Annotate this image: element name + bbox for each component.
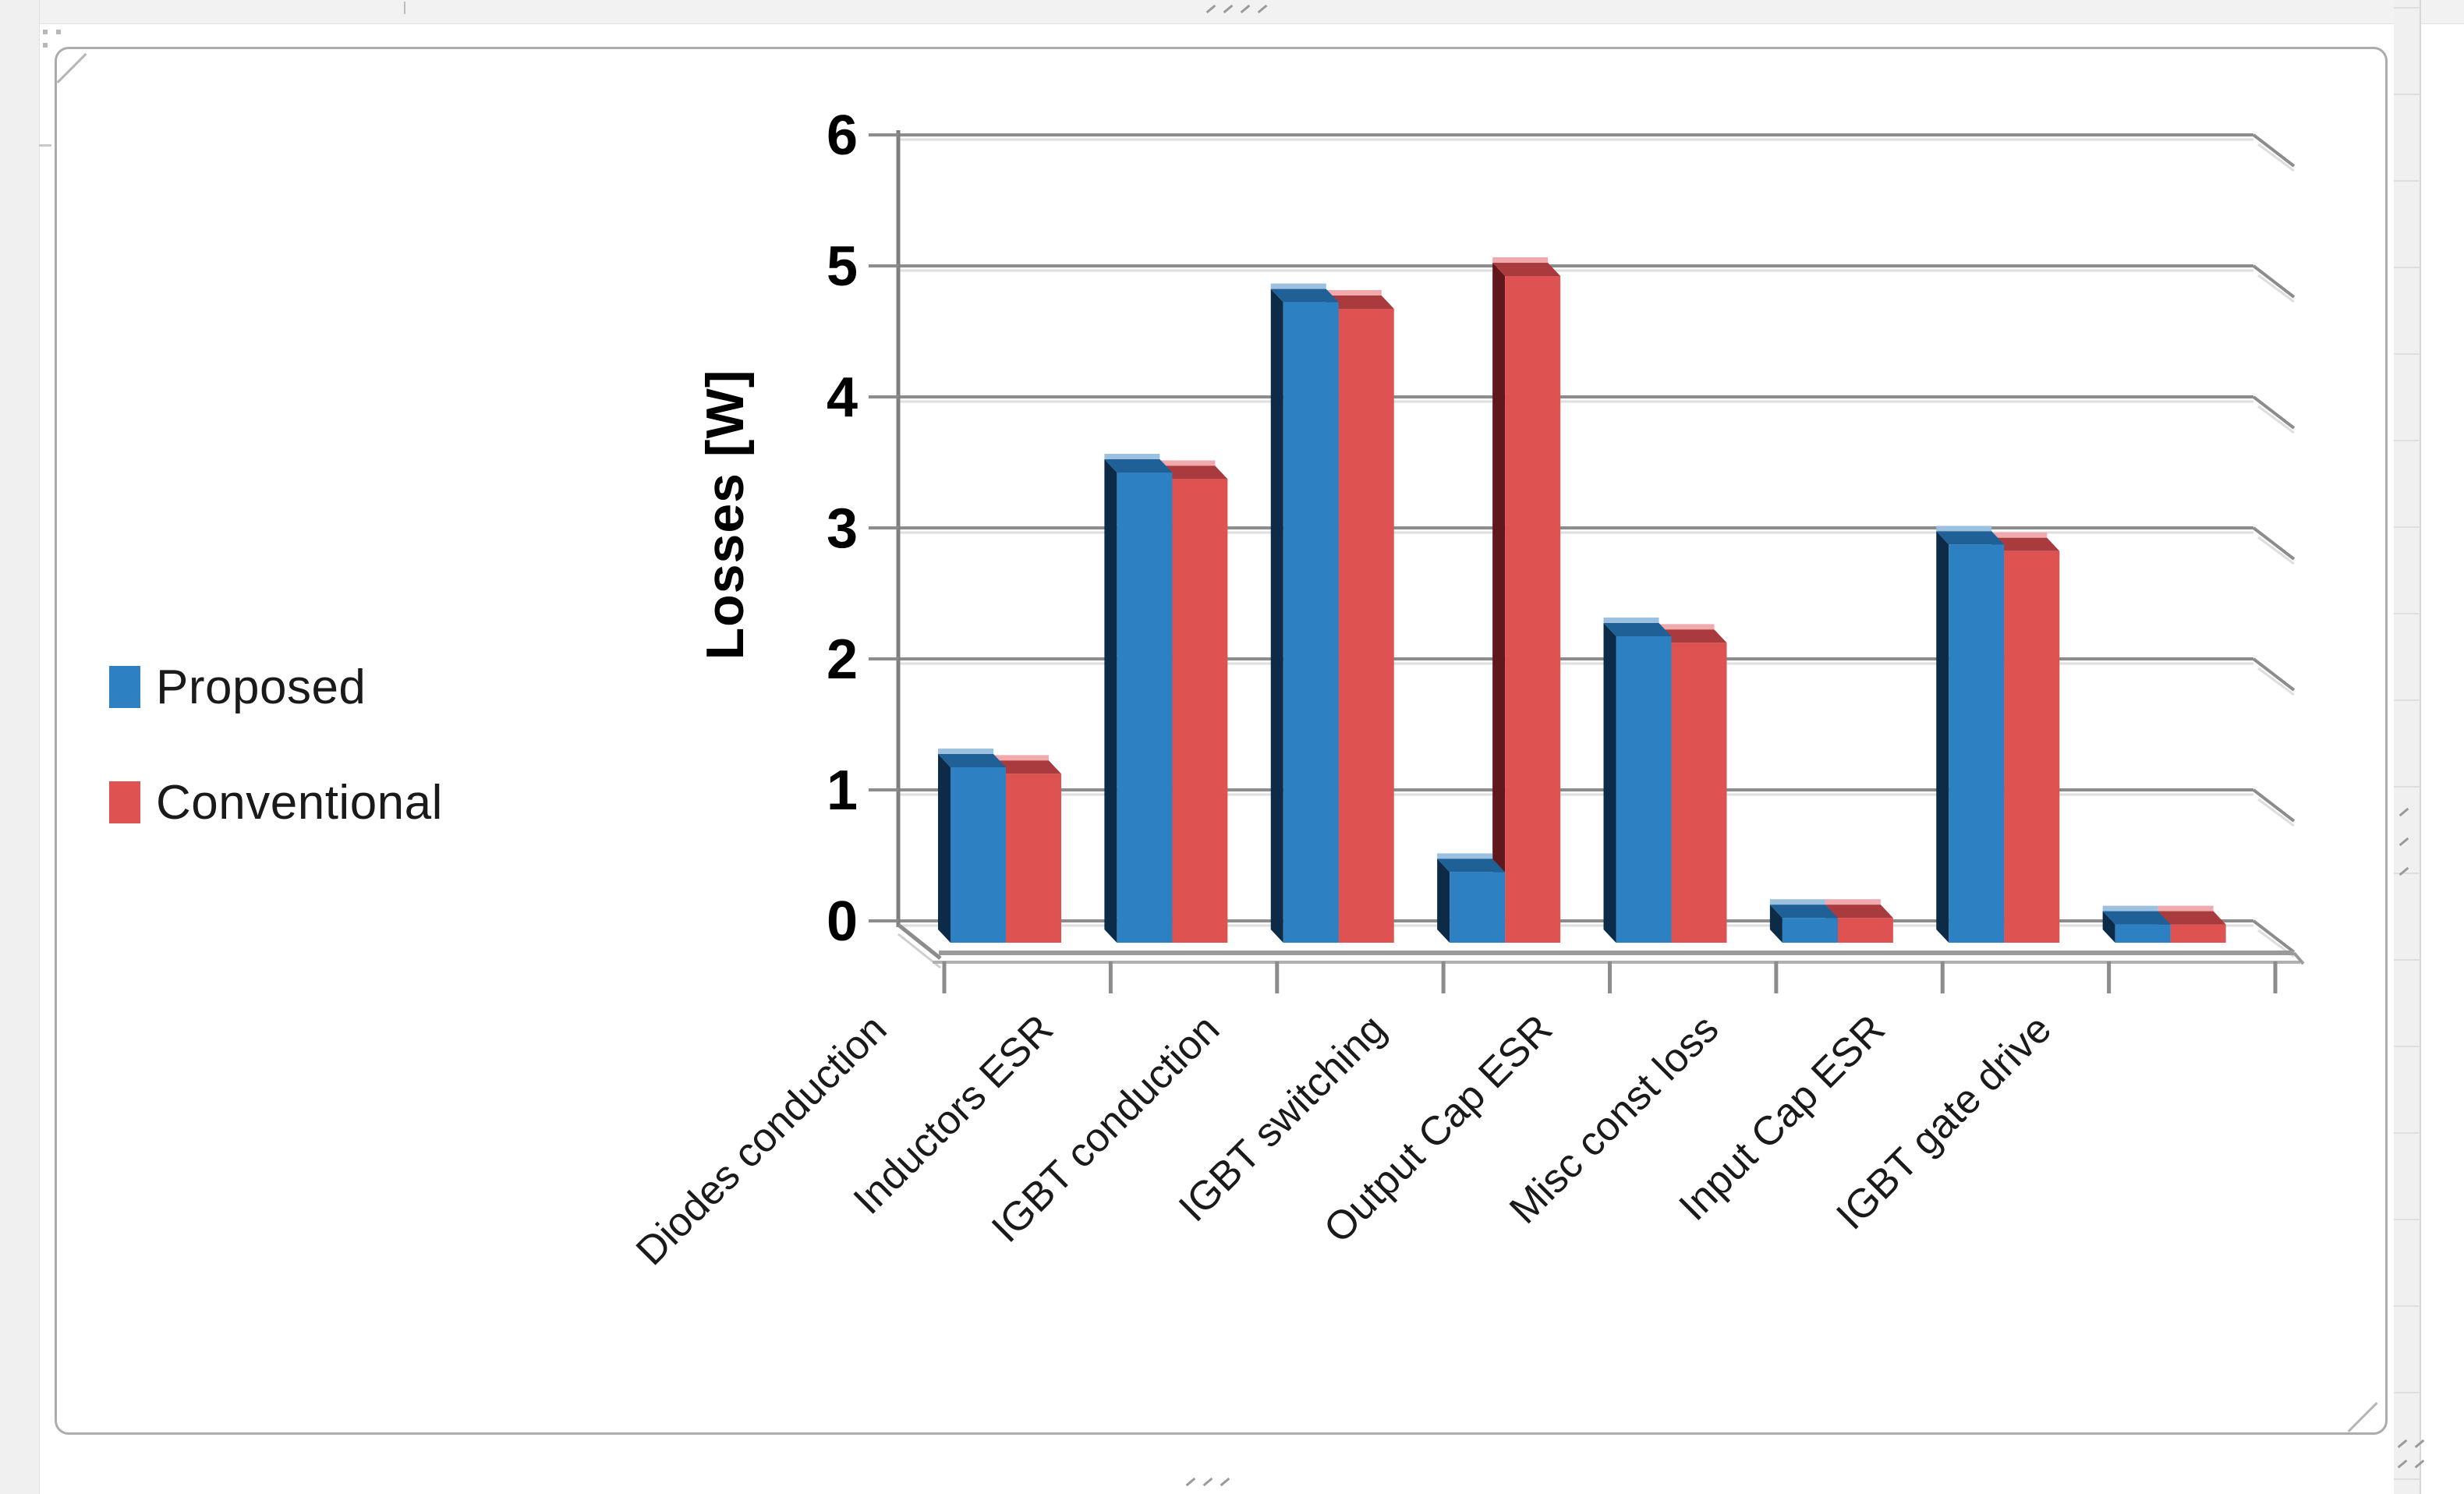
- legend-label-conventional: Conventional: [156, 775, 443, 830]
- sheet-row-line: [2394, 1046, 2420, 1047]
- bar-group-1[interactable]: [938, 749, 1061, 943]
- bar-proposed-5[interactable]: [1603, 618, 1672, 943]
- sheet-top-edge: [0, 0, 2464, 24]
- bar-proposed-6[interactable]: [1769, 899, 1838, 943]
- bars[interactable]: [938, 257, 2226, 943]
- sheet-row-line: [2394, 440, 2420, 441]
- sheet-row-line: [2394, 1478, 2420, 1480]
- sheet-row-line: [2394, 94, 2420, 95]
- sheet-row-line: [2394, 1132, 2420, 1134]
- bar-conventional-4[interactable]: [1492, 257, 1561, 943]
- sheet-row-line: [2394, 267, 2420, 268]
- y-tick-label: 5: [827, 235, 858, 298]
- legend-item-proposed[interactable]: Proposed: [109, 660, 443, 714]
- legend-swatch-proposed: [109, 666, 140, 708]
- bar-proposed-7[interactable]: [1936, 526, 2005, 943]
- y-tick-label: 6: [827, 104, 858, 167]
- bar-proposed-2[interactable]: [1104, 454, 1173, 943]
- sheet-row-line: [2394, 959, 2420, 961]
- legend-item-conventional[interactable]: Conventional: [109, 775, 443, 830]
- sheet-row-line: [2394, 786, 2420, 788]
- sheet-row-line: [2394, 1305, 2420, 1307]
- bar-group-3[interactable]: [1270, 283, 1394, 943]
- y-tick-label: 2: [827, 628, 858, 691]
- sheet-row-line: [2394, 526, 2420, 528]
- corner-dot: [43, 43, 48, 48]
- sheet-cells-strip: [2394, 0, 2421, 1494]
- sheet-row-line: [2394, 699, 2420, 701]
- bar-group-6[interactable]: [1769, 899, 1893, 943]
- sheet-row-line: [2394, 873, 2420, 874]
- chart-floor: [897, 923, 2305, 993]
- y-axis[interactable]: 0 1 2 3 4 5 6: [827, 104, 901, 953]
- y-tick-label: 4: [827, 366, 858, 429]
- y-tick-label: 3: [827, 497, 858, 560]
- bar-proposed-1[interactable]: [938, 749, 1006, 943]
- corner-dot: [43, 30, 48, 34]
- sheet-row-line: [2394, 7, 2420, 9]
- y-axis-title: Losses [W]: [696, 369, 755, 660]
- ruler-tick: [404, 2, 405, 14]
- sheet-left-edge: [0, 0, 40, 1494]
- bar-group-8[interactable]: [2102, 905, 2226, 943]
- bar-group-4[interactable]: [1437, 257, 1561, 943]
- sheet-row-line: [2394, 180, 2420, 182]
- sheet-row-line: [2394, 1219, 2420, 1220]
- legend[interactable]: Proposed Conventional: [109, 660, 443, 890]
- bar-proposed-4[interactable]: [1437, 853, 1506, 943]
- bar-proposed-3[interactable]: [1270, 283, 1339, 943]
- sheet-row-line: [2394, 353, 2420, 355]
- y-tick-label: 0: [827, 890, 858, 953]
- legend-swatch-conventional: [109, 781, 140, 823]
- x-tick-label: Diodes conduction: [628, 1006, 896, 1274]
- sheet-row-line: [2394, 613, 2420, 614]
- legend-label-proposed: Proposed: [156, 660, 366, 714]
- corner-dot: [56, 30, 61, 34]
- bar-proposed-8[interactable]: [2102, 905, 2171, 943]
- sheet-row-line: [2394, 1392, 2420, 1393]
- bar-group-2[interactable]: [1104, 454, 1228, 943]
- ruler-tick: [39, 144, 51, 147]
- y-tick-label: 1: [827, 759, 858, 822]
- bar-group-5[interactable]: [1603, 618, 1727, 943]
- bar-group-7[interactable]: [1936, 526, 2060, 943]
